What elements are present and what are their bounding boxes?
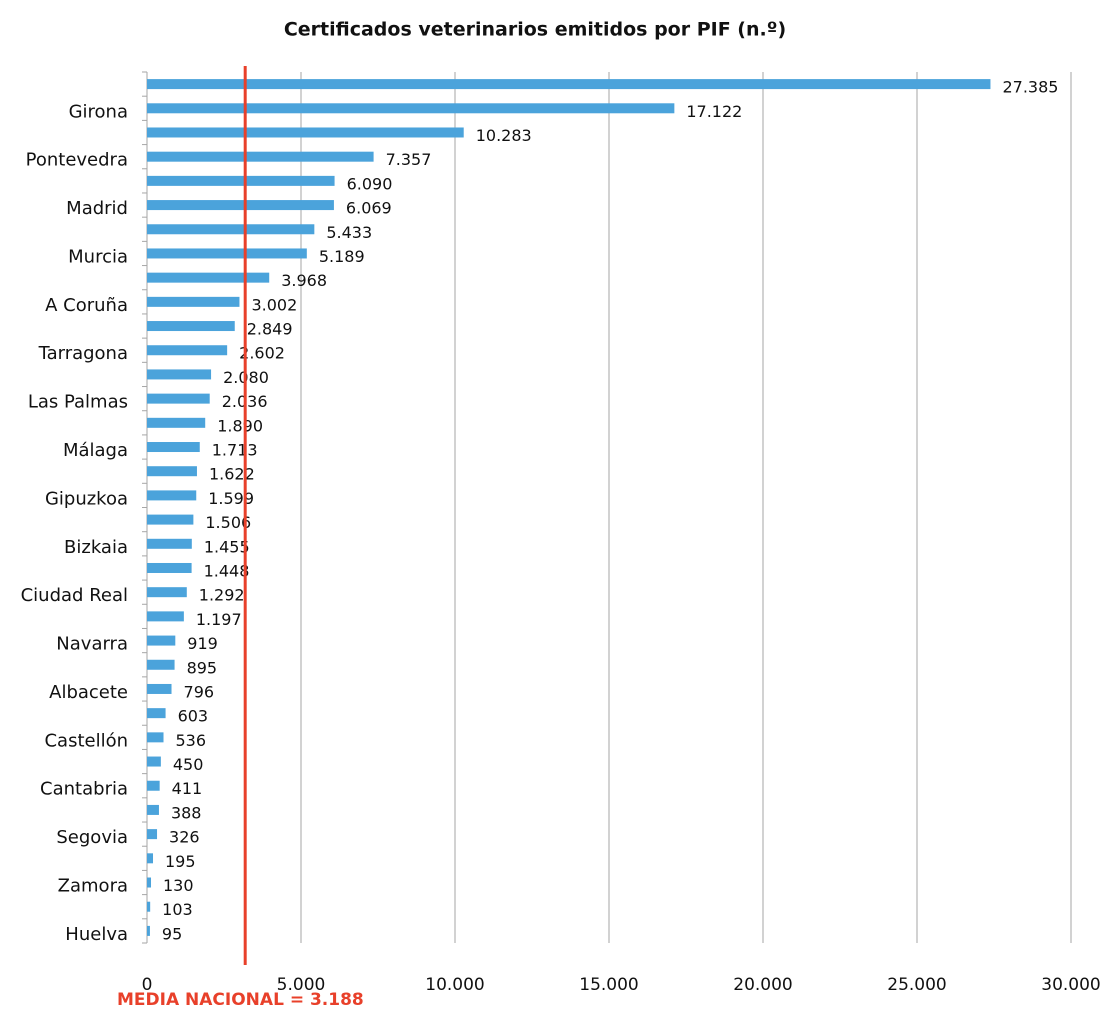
bar [147, 514, 194, 525]
data-label: 1.622 [209, 465, 255, 484]
y-tick-label: Ciudad Real [21, 585, 128, 606]
bar [147, 635, 176, 646]
data-label: 1.713 [212, 441, 258, 460]
y-tick-label: Cantabria [40, 779, 128, 800]
data-label: 919 [187, 634, 218, 653]
y-tick-label: Bizkaia [64, 537, 128, 558]
y-tick-label: A Coruña [45, 295, 128, 316]
x-tick-label: 20.000 [733, 975, 792, 995]
data-label: 2.602 [239, 344, 285, 363]
data-label: 1.599 [208, 489, 254, 508]
bar [147, 683, 172, 694]
bar [147, 127, 464, 138]
bar [147, 175, 335, 186]
bar [147, 296, 240, 307]
data-label: 450 [173, 755, 204, 774]
x-tick-label: 10.000 [425, 975, 484, 995]
x-tick-label: 15.000 [579, 975, 638, 995]
data-label: 3.002 [251, 295, 297, 314]
data-label: 5.433 [326, 223, 372, 242]
data-label: 1.455 [204, 537, 250, 556]
y-tick-label: Málaga [63, 440, 128, 461]
data-label: 1.292 [199, 586, 245, 605]
y-tick-label: Huelva [65, 924, 128, 945]
bar [147, 562, 192, 573]
data-label: 6.069 [346, 199, 392, 218]
y-tick-label: Segovia [56, 827, 128, 848]
bar [147, 659, 175, 670]
data-label: 326 [169, 828, 200, 847]
bar [147, 369, 212, 380]
data-label: 1.890 [217, 416, 263, 435]
data-label: 1.448 [204, 561, 250, 580]
bar [147, 732, 164, 743]
data-label: 10.283 [476, 126, 532, 145]
y-tick-label: Albacete [49, 682, 128, 703]
bar [147, 466, 197, 477]
bar [147, 224, 315, 235]
bar [147, 780, 160, 791]
x-tick-label: 5.000 [277, 975, 326, 995]
y-tick-label: Zamora [58, 876, 128, 897]
y-tick-label: Madrid [66, 198, 128, 219]
bar [147, 417, 206, 428]
bar [147, 756, 161, 767]
bar [147, 272, 270, 283]
bar [147, 248, 307, 259]
bar [147, 708, 166, 719]
data-label: 5.189 [319, 247, 365, 266]
data-label: 603 [178, 707, 209, 726]
data-label: 3.968 [281, 271, 327, 290]
y-tick-label: Navarra [56, 634, 128, 655]
bar [147, 804, 159, 815]
bar [147, 442, 200, 453]
data-label: 1.197 [196, 610, 242, 629]
bar [147, 925, 150, 936]
bar [147, 490, 197, 501]
bar [147, 200, 334, 211]
bar [147, 538, 192, 549]
reference-label: MEDIA NACIONAL = 3.188 [117, 990, 364, 1010]
data-label: 17.122 [686, 102, 742, 121]
bar [147, 345, 228, 356]
data-label: 796 [184, 682, 215, 701]
y-tick-label: Murcia [68, 246, 128, 267]
y-tick-label: Girona [69, 101, 128, 122]
bar [147, 79, 991, 90]
data-label: 411 [172, 779, 203, 798]
y-tick-label: Castellón [44, 730, 128, 751]
data-label: 95 [162, 924, 182, 943]
bar [147, 393, 210, 404]
bar [147, 103, 675, 114]
y-tick-label: Gipuzkoa [45, 488, 128, 509]
x-tick-label: 0 [142, 975, 153, 995]
bar [147, 829, 158, 840]
bar [147, 321, 235, 332]
data-label: 27.385 [1002, 78, 1058, 97]
y-tick-label: Tarragona [38, 343, 128, 364]
bar [147, 901, 151, 912]
data-label: 895 [187, 658, 218, 677]
data-label: 536 [176, 731, 207, 750]
data-label: 6.090 [347, 174, 393, 193]
data-label: 7.357 [386, 150, 432, 169]
bar [147, 587, 187, 598]
y-tick-label: Las Palmas [28, 392, 128, 413]
bar [147, 853, 154, 864]
x-tick-label: 25.000 [887, 975, 946, 995]
x-tick-label: 30.000 [1041, 975, 1100, 995]
data-label: 103 [162, 900, 193, 919]
bar [147, 151, 374, 162]
data-label: 130 [163, 876, 194, 895]
data-label: 195 [165, 852, 196, 871]
bar [147, 877, 152, 888]
data-label: 388 [171, 803, 202, 822]
y-tick-label: Pontevedra [26, 150, 128, 171]
chart-title: Certificados veterinarios emitidos por P… [284, 19, 786, 41]
bar [147, 611, 184, 622]
data-label: 2.849 [247, 320, 293, 339]
data-label: 1.506 [205, 513, 251, 532]
